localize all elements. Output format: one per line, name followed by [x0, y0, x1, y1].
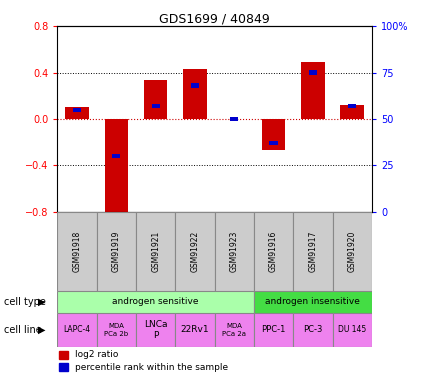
Bar [73, 108, 81, 112]
Text: ▶: ▶ [38, 325, 45, 335]
Text: GSM91918: GSM91918 [73, 231, 82, 272]
Bar [65, 108, 89, 119]
Bar [309, 70, 317, 75]
Bar [269, 141, 278, 146]
Text: GSM91923: GSM91923 [230, 231, 239, 272]
Bar [230, 117, 238, 121]
Text: LNCa
P: LNCa P [144, 320, 167, 340]
Bar [112, 154, 120, 158]
Bar [144, 80, 167, 119]
Text: GSM91921: GSM91921 [151, 231, 160, 272]
Title: GDS1699 / 40849: GDS1699 / 40849 [159, 12, 270, 25]
Bar [59, 363, 68, 371]
Bar [301, 62, 325, 119]
Bar [175, 212, 215, 291]
Text: cell type: cell type [4, 297, 46, 307]
Text: GSM91917: GSM91917 [309, 231, 317, 272]
Bar [332, 313, 372, 347]
Bar [59, 351, 68, 358]
Text: percentile rank within the sample: percentile rank within the sample [75, 363, 228, 372]
Text: GSM91920: GSM91920 [348, 231, 357, 272]
Bar [254, 313, 293, 347]
Bar [152, 104, 160, 108]
Text: MDA
PCa 2b: MDA PCa 2b [104, 324, 128, 336]
Bar [183, 69, 207, 119]
Text: MDA
PCa 2a: MDA PCa 2a [222, 324, 246, 336]
Bar [136, 313, 175, 347]
Text: androgen sensitive: androgen sensitive [112, 297, 199, 306]
Text: ▶: ▶ [38, 297, 45, 307]
Bar [332, 212, 372, 291]
Bar [215, 313, 254, 347]
Text: PPC-1: PPC-1 [261, 326, 286, 334]
Bar [293, 212, 332, 291]
Text: log2 ratio: log2 ratio [75, 350, 118, 359]
Text: GSM91922: GSM91922 [190, 231, 199, 272]
Text: GSM91916: GSM91916 [269, 231, 278, 272]
Bar [262, 119, 285, 150]
Bar [254, 212, 293, 291]
Text: 22Rv1: 22Rv1 [181, 326, 209, 334]
Text: PC-3: PC-3 [303, 326, 323, 334]
Bar [57, 212, 96, 291]
Bar [105, 119, 128, 218]
Text: cell line: cell line [4, 325, 42, 335]
Bar [254, 291, 372, 313]
Bar [136, 212, 175, 291]
Bar [340, 105, 364, 119]
Bar [191, 84, 199, 88]
Bar [96, 313, 136, 347]
Bar [57, 313, 96, 347]
Text: GSM91919: GSM91919 [112, 231, 121, 272]
Bar [293, 313, 332, 347]
Text: DU 145: DU 145 [338, 326, 366, 334]
Text: LAPC-4: LAPC-4 [63, 326, 91, 334]
Text: androgen insensitive: androgen insensitive [266, 297, 360, 306]
Bar [348, 104, 356, 108]
Bar [96, 212, 136, 291]
Bar [215, 212, 254, 291]
Bar [175, 313, 215, 347]
Bar [57, 291, 254, 313]
